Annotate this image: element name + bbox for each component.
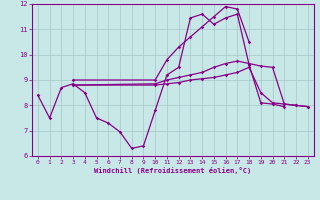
X-axis label: Windchill (Refroidissement éolien,°C): Windchill (Refroidissement éolien,°C) <box>94 167 252 174</box>
